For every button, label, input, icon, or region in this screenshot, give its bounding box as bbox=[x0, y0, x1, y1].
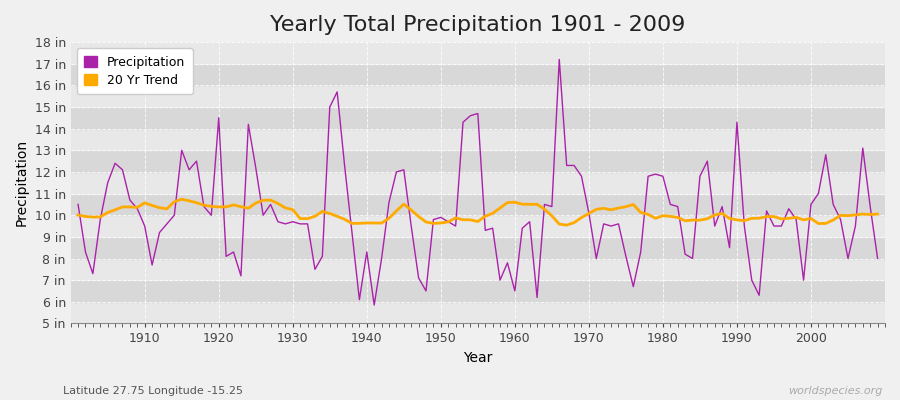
Legend: Precipitation, 20 Yr Trend: Precipitation, 20 Yr Trend bbox=[76, 48, 193, 94]
20 Yr Trend bbox=[346, 221, 357, 226]
Precipitation bbox=[613, 222, 624, 226]
Text: worldspecies.org: worldspecies.org bbox=[788, 386, 882, 396]
Precipitation bbox=[73, 202, 84, 207]
20 Yr Trend bbox=[73, 213, 84, 218]
Line: 20 Yr Trend: 20 Yr Trend bbox=[78, 199, 878, 225]
Title: Yearly Total Precipitation 1901 - 2009: Yearly Total Precipitation 1901 - 2009 bbox=[270, 15, 686, 35]
Bar bbox=[71, 107, 885, 129]
20 Yr Trend bbox=[176, 197, 187, 202]
Y-axis label: Precipitation: Precipitation bbox=[15, 139, 29, 226]
Precipitation bbox=[509, 288, 520, 293]
Bar bbox=[71, 258, 885, 280]
20 Yr Trend bbox=[509, 200, 520, 205]
20 Yr Trend bbox=[132, 205, 143, 210]
Bar bbox=[71, 42, 885, 64]
Precipitation bbox=[339, 163, 350, 168]
Bar bbox=[71, 129, 885, 150]
Text: Latitude 27.75 Longitude -15.25: Latitude 27.75 Longitude -15.25 bbox=[63, 386, 243, 396]
Precipitation bbox=[872, 256, 883, 261]
Bar bbox=[71, 64, 885, 85]
X-axis label: Year: Year bbox=[464, 351, 492, 365]
Precipitation bbox=[554, 57, 564, 62]
Bar bbox=[71, 302, 885, 324]
Bar bbox=[71, 280, 885, 302]
Bar bbox=[71, 237, 885, 258]
20 Yr Trend bbox=[517, 202, 527, 206]
Bar bbox=[71, 194, 885, 215]
Bar bbox=[71, 85, 885, 107]
Bar bbox=[71, 215, 885, 237]
Bar bbox=[71, 172, 885, 194]
20 Yr Trend bbox=[302, 216, 313, 221]
Precipitation bbox=[295, 222, 306, 226]
Line: Precipitation: Precipitation bbox=[78, 60, 878, 305]
Precipitation bbox=[369, 303, 380, 308]
20 Yr Trend bbox=[562, 223, 572, 228]
Bar bbox=[71, 150, 885, 172]
Precipitation bbox=[517, 226, 527, 231]
20 Yr Trend bbox=[613, 206, 624, 210]
20 Yr Trend bbox=[872, 212, 883, 216]
Precipitation bbox=[132, 206, 143, 211]
